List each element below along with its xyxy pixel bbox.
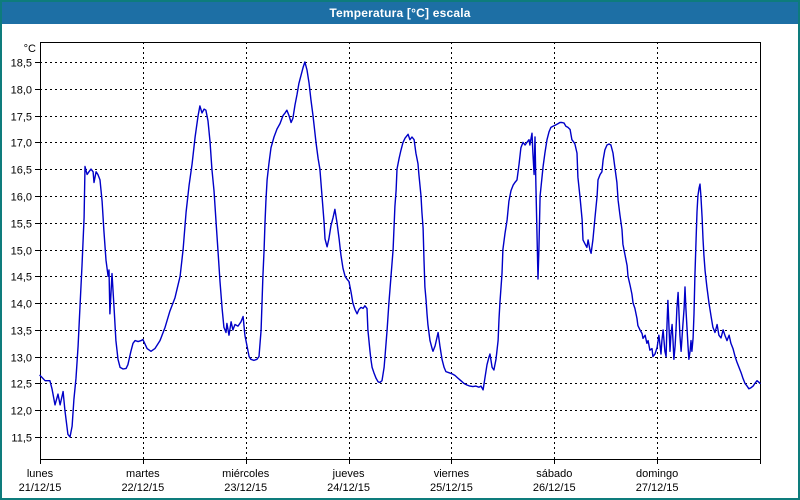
x-day-date-label: 27/12/15 (636, 482, 679, 494)
x-day-name-label: miércoles (222, 468, 270, 480)
y-tick-label: 17,0 (11, 138, 32, 150)
x-day-name-label: domingo (636, 468, 678, 480)
y-tick-label: 15,0 (11, 246, 32, 258)
y-axis-unit-label: °C (24, 43, 36, 55)
y-tick-label: 17,5 (11, 112, 32, 124)
y-tick-label: 14,0 (11, 299, 32, 311)
x-day-date-label: 25/12/15 (430, 482, 473, 494)
y-tick-label: 15,5 (11, 219, 32, 231)
y-tick-label: 13,5 (11, 326, 32, 338)
x-day-name-label: lunes (27, 468, 54, 480)
title-bar: Temperatura [°C] escala (2, 2, 798, 24)
y-tick-label: 16,5 (11, 165, 32, 177)
y-tick-label: 16,0 (11, 192, 32, 204)
y-tick-label: 14,5 (11, 272, 32, 284)
x-day-name-label: viernes (434, 468, 470, 480)
y-tick-label: 18,5 (11, 58, 32, 70)
plot-border (40, 42, 761, 460)
window-title: Temperatura [°C] escala (329, 6, 471, 20)
x-day-date-label: 26/12/15 (533, 482, 576, 494)
x-day-name-label: jueves (332, 468, 365, 480)
y-tick-label: 13,0 (11, 353, 32, 365)
y-tick-label: 12,5 (11, 379, 32, 391)
y-tick-label: 11,5 (11, 433, 32, 445)
temperature-series-line (39, 61, 761, 438)
y-tick-label: 12,0 (11, 406, 32, 418)
x-day-date-label: 21/12/15 (19, 482, 62, 494)
x-day-date-label: 22/12/15 (121, 482, 164, 494)
x-day-name-label: sábado (536, 468, 572, 480)
x-day-date-label: 24/12/15 (327, 482, 370, 494)
x-day-name-label: martes (126, 468, 160, 480)
y-tick-label: 18,0 (11, 85, 32, 97)
x-day-date-label: 23/12/15 (224, 482, 267, 494)
